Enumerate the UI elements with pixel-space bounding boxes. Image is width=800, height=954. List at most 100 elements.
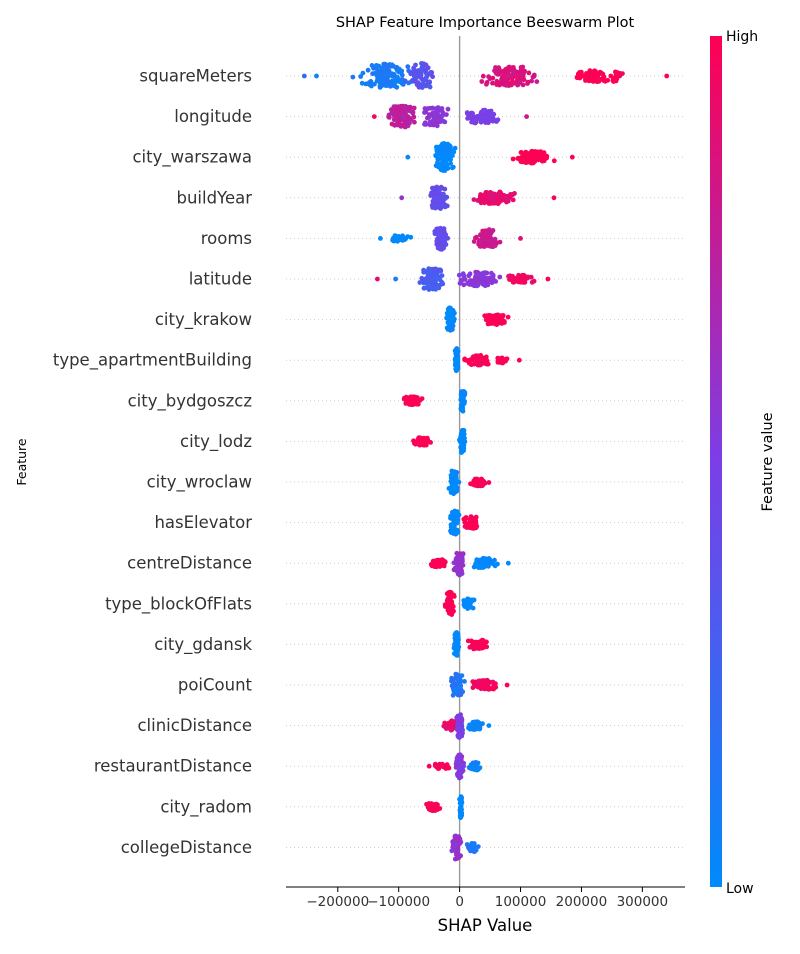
feature-label: collegeDistance xyxy=(121,838,252,857)
shap-point xyxy=(529,160,535,166)
shap-point xyxy=(393,106,399,112)
shap-point xyxy=(378,71,384,77)
shap-point xyxy=(439,156,445,161)
shap-point xyxy=(314,73,319,79)
shap-point xyxy=(469,362,474,368)
shap-point xyxy=(452,527,458,533)
shap-point xyxy=(498,196,504,202)
shap-point xyxy=(479,79,485,84)
shap-point xyxy=(484,229,490,234)
shap-point xyxy=(441,563,447,569)
shap-point xyxy=(435,276,441,282)
shap-point xyxy=(516,275,521,280)
shap-point xyxy=(461,282,467,288)
shap-point xyxy=(427,122,433,128)
shap-point xyxy=(518,236,523,241)
shap-point xyxy=(440,110,446,115)
shap-point xyxy=(415,401,421,407)
shap-point xyxy=(446,720,452,726)
x-tick-label: 100000 xyxy=(495,894,547,910)
shap-point xyxy=(441,144,447,149)
shap-point xyxy=(400,233,405,239)
shap-point xyxy=(421,61,427,67)
shap-point xyxy=(434,152,440,158)
shap-point xyxy=(426,287,432,292)
shap-point xyxy=(428,273,434,279)
shap-point xyxy=(486,563,491,569)
shap-point xyxy=(490,273,496,279)
shap-point xyxy=(482,686,487,692)
shap-point xyxy=(531,72,537,78)
shap-point xyxy=(437,147,443,153)
shap-point xyxy=(424,75,429,80)
shap-point xyxy=(471,197,477,203)
shap-point xyxy=(473,235,478,241)
shap-point xyxy=(422,106,428,111)
shap-point xyxy=(358,74,364,79)
feature-label: squareMeters xyxy=(139,67,252,86)
shap-point xyxy=(490,75,496,81)
shap-point xyxy=(437,563,443,569)
shap-point xyxy=(594,79,600,85)
shap-point xyxy=(484,359,490,365)
colorbar-gradient xyxy=(710,36,722,887)
shap-point xyxy=(479,272,484,278)
shap-point xyxy=(451,688,457,693)
shap-point xyxy=(386,68,392,74)
shap-point xyxy=(453,681,459,687)
shap-point xyxy=(497,274,503,280)
shap-point xyxy=(518,150,524,155)
shap-point xyxy=(448,472,454,478)
shap-point xyxy=(494,71,500,77)
shap-point xyxy=(483,193,489,199)
shap-point xyxy=(429,807,435,813)
shap-point xyxy=(528,152,533,157)
shap-point xyxy=(462,679,467,684)
shap-point xyxy=(456,765,462,771)
shap-point xyxy=(469,282,475,287)
shap-point xyxy=(447,726,452,731)
shap-point xyxy=(447,595,453,601)
shap-point xyxy=(487,686,493,692)
shap-point xyxy=(478,362,484,367)
shap-point xyxy=(375,276,380,282)
shap-point xyxy=(477,564,483,570)
shap-point xyxy=(585,73,591,79)
shap-point xyxy=(433,189,438,195)
shap-point xyxy=(601,78,606,83)
shap-point xyxy=(428,70,433,75)
shap-point xyxy=(456,272,462,278)
feature-label: restaurantDistance xyxy=(94,757,252,776)
shap-point xyxy=(410,398,415,404)
shap-point xyxy=(514,73,520,79)
shap-point xyxy=(437,232,443,238)
shap-point xyxy=(478,239,484,245)
shap-point xyxy=(418,70,424,75)
shap-point xyxy=(502,76,507,82)
shap-point xyxy=(499,316,505,322)
shap-point xyxy=(505,314,511,320)
shap-point xyxy=(451,482,457,487)
shap-point xyxy=(448,605,453,611)
shap-point xyxy=(418,442,424,448)
shap-point xyxy=(488,321,494,326)
shap-point xyxy=(516,155,521,161)
shap-point xyxy=(475,644,481,650)
shap-point xyxy=(391,64,397,69)
shap-point xyxy=(472,117,478,123)
shap-point xyxy=(551,195,557,201)
shap-point xyxy=(498,357,503,363)
shap-point xyxy=(466,273,472,279)
shap-point xyxy=(449,325,455,331)
shap-point xyxy=(438,203,444,209)
shap-point xyxy=(447,590,453,596)
shap-point xyxy=(601,74,607,80)
shap-point xyxy=(458,774,463,780)
shap-point xyxy=(454,487,460,493)
shap-point xyxy=(452,512,458,518)
shap-point xyxy=(393,276,398,282)
row-gridlines xyxy=(286,75,685,848)
colorbar-title: Feature value xyxy=(760,412,776,511)
shap-point xyxy=(403,396,409,402)
shap-point xyxy=(450,153,455,159)
